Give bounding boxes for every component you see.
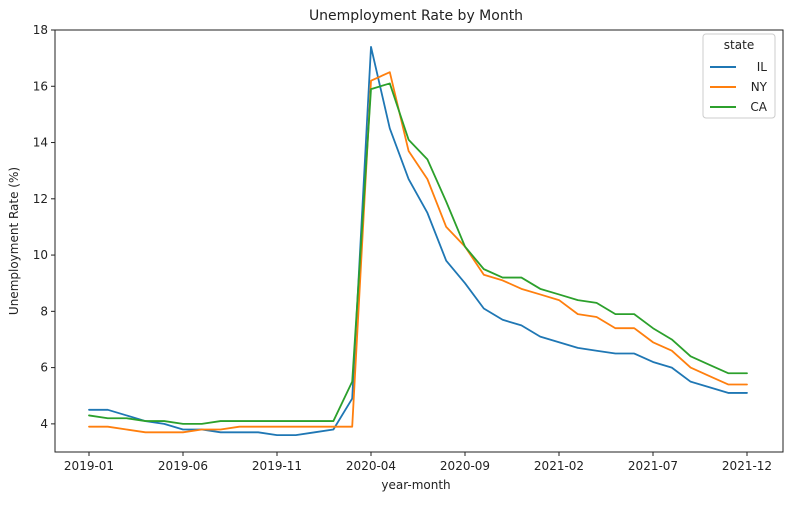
x-tick-label: 2019-01 <box>64 459 114 473</box>
x-axis-title: year-month <box>381 478 450 492</box>
y-tick-label: 18 <box>33 23 48 37</box>
x-tick-label: 2021-12 <box>722 459 772 473</box>
legend-label-il: IL <box>757 60 768 74</box>
series-line-ny <box>88 71 748 434</box>
x-tick-label: 2020-04 <box>346 459 396 473</box>
chart-title: Unemployment Rate by Month <box>309 8 523 24</box>
y-tick-label: 8 <box>40 304 48 318</box>
legend-label-ca: CA <box>750 100 767 114</box>
series-line-il <box>88 45 748 437</box>
legend-title: state <box>724 38 754 52</box>
y-tick-label: 4 <box>40 417 48 431</box>
x-tick-label: 2019-11 <box>252 459 302 473</box>
x-tick-label: 2021-02 <box>534 459 584 473</box>
y-tick-label: 14 <box>33 136 48 150</box>
x-tick-label: 2020-09 <box>440 459 490 473</box>
y-axis-title: Unemployment Rate (%) <box>7 167 21 315</box>
y-tick-label: 6 <box>40 361 48 375</box>
legend-frame <box>702 33 776 119</box>
y-axis: 4 6 8 10 12 14 16 18 <box>33 23 55 431</box>
plot-frame <box>54 29 784 453</box>
x-tick-label: 2019-06 <box>158 459 208 473</box>
series-line-ca <box>88 82 748 425</box>
legend: state IL NY CA <box>702 33 776 119</box>
x-axis: 2019-01 2019-06 2019-11 2020-04 2020-09 2021-… <box>64 452 772 473</box>
y-tick-label: 12 <box>33 192 48 206</box>
y-tick-label: 16 <box>33 79 48 93</box>
plot-area <box>88 45 748 437</box>
legend-items: IL NY CA <box>710 60 768 114</box>
legend-label-ny: NY <box>751 80 768 94</box>
x-tick-label: 2021-07 <box>628 459 678 473</box>
y-tick-label: 10 <box>33 248 48 262</box>
